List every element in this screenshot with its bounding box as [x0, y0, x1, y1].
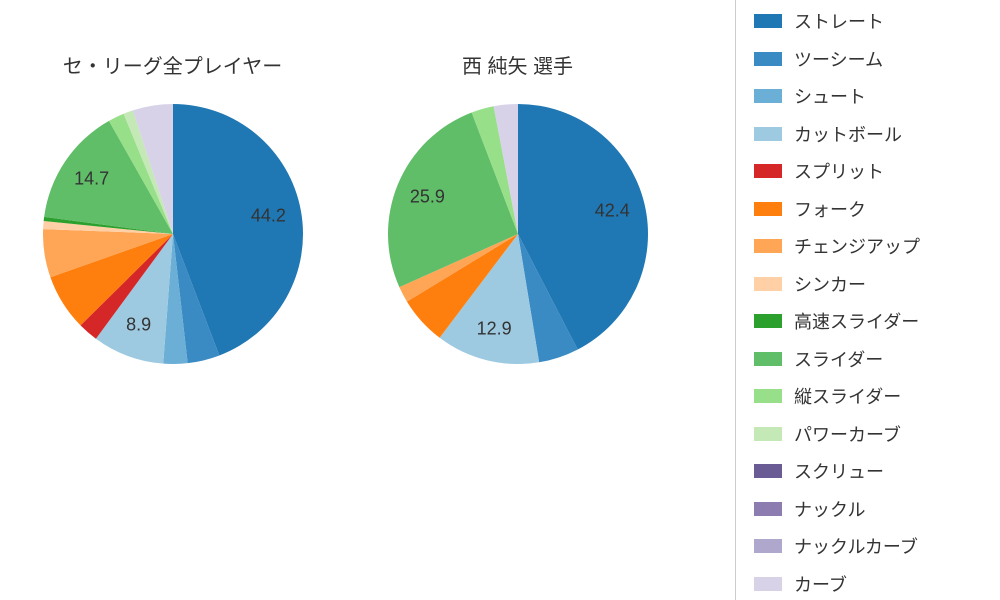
legend-swatch: [754, 52, 782, 66]
legend-label: ナックルカーブ: [794, 533, 918, 559]
legend-label: パワーカーブ: [794, 421, 901, 447]
chart-title: セ・リーグ全プレイヤー: [63, 50, 282, 79]
legend-swatch: [754, 202, 782, 216]
pie-chart: 42.4 12.9 25.9: [388, 104, 648, 364]
legend-item-slider: スライダー: [754, 346, 970, 372]
legend-label: チェンジアップ: [794, 233, 920, 259]
legend-item-two_seam: ツーシーム: [754, 46, 970, 72]
legend-item-split: スプリット: [754, 158, 970, 184]
legend-item-fast_slider: 高速スライダー: [754, 308, 970, 334]
legend-item-v_slider: 縦スライダー: [754, 383, 970, 409]
pie-charts-area: セ・リーグ全プレイヤー 44.2 8.9 14.7 西 純矢 選手 42.4 12.9 25.…: [0, 0, 690, 600]
legend-swatch: [754, 127, 782, 141]
legend: ストレートツーシームシュートカットボールスプリットフォークチェンジアップシンカー…: [735, 0, 980, 600]
legend-label: 縦スライダー: [794, 383, 901, 409]
slice-label-straight: 42.4: [595, 200, 630, 221]
legend-label: ナックル: [794, 496, 865, 522]
legend-swatch: [754, 464, 782, 478]
legend-item-fork: フォーク: [754, 196, 970, 222]
legend-swatch: [754, 277, 782, 291]
legend-item-curve: カーブ: [754, 571, 970, 597]
legend-label: スクリュー: [794, 458, 884, 484]
legend-swatch: [754, 502, 782, 516]
legend-label: カーブ: [794, 571, 847, 597]
legend-label: シュート: [794, 83, 866, 109]
legend-label: フォーク: [794, 196, 866, 222]
chart-block-0: セ・リーグ全プレイヤー 44.2 8.9 14.7: [43, 50, 303, 364]
legend-item-cutball: カットボール: [754, 121, 970, 147]
pie-chart: 44.2 8.9 14.7: [43, 104, 303, 364]
chart-title: 西 純矢 選手: [462, 50, 573, 79]
legend-swatch: [754, 352, 782, 366]
legend-swatch: [754, 89, 782, 103]
legend-item-shoot: シュート: [754, 83, 970, 109]
legend-swatch: [754, 427, 782, 441]
legend-swatch: [754, 14, 782, 28]
legend-label: 高速スライダー: [794, 308, 919, 334]
legend-swatch: [754, 577, 782, 591]
chart-block-1: 西 純矢 選手 42.4 12.9 25.9: [388, 50, 648, 364]
legend-label: カットボール: [794, 121, 902, 147]
legend-item-straight: ストレート: [754, 8, 970, 34]
legend-swatch: [754, 164, 782, 178]
legend-label: シンカー: [794, 271, 866, 297]
slice-label-straight: 44.2: [251, 206, 286, 227]
legend-item-knuckle: ナックル: [754, 496, 970, 522]
legend-label: ツーシーム: [794, 46, 883, 72]
legend-item-changeup: チェンジアップ: [754, 233, 970, 259]
slice-label-slider: 25.9: [410, 186, 445, 207]
legend-label: スプリット: [794, 158, 884, 184]
slice-label-cutball: 8.9: [126, 315, 151, 336]
legend-swatch: [754, 389, 782, 403]
legend-item-power_curve: パワーカーブ: [754, 421, 970, 447]
legend-label: ストレート: [794, 8, 884, 34]
slice-label-cutball: 12.9: [477, 318, 512, 339]
legend-swatch: [754, 239, 782, 253]
legend-swatch: [754, 314, 782, 328]
legend-swatch: [754, 539, 782, 553]
chart-container: セ・リーグ全プレイヤー 44.2 8.9 14.7 西 純矢 選手 42.4 12.9 25.…: [0, 0, 1000, 600]
legend-item-knuckle_curve: ナックルカーブ: [754, 533, 970, 559]
legend-label: スライダー: [794, 346, 883, 372]
legend-item-screw: スクリュー: [754, 458, 970, 484]
legend-item-sinker: シンカー: [754, 271, 970, 297]
slice-label-slider: 14.7: [74, 169, 109, 190]
